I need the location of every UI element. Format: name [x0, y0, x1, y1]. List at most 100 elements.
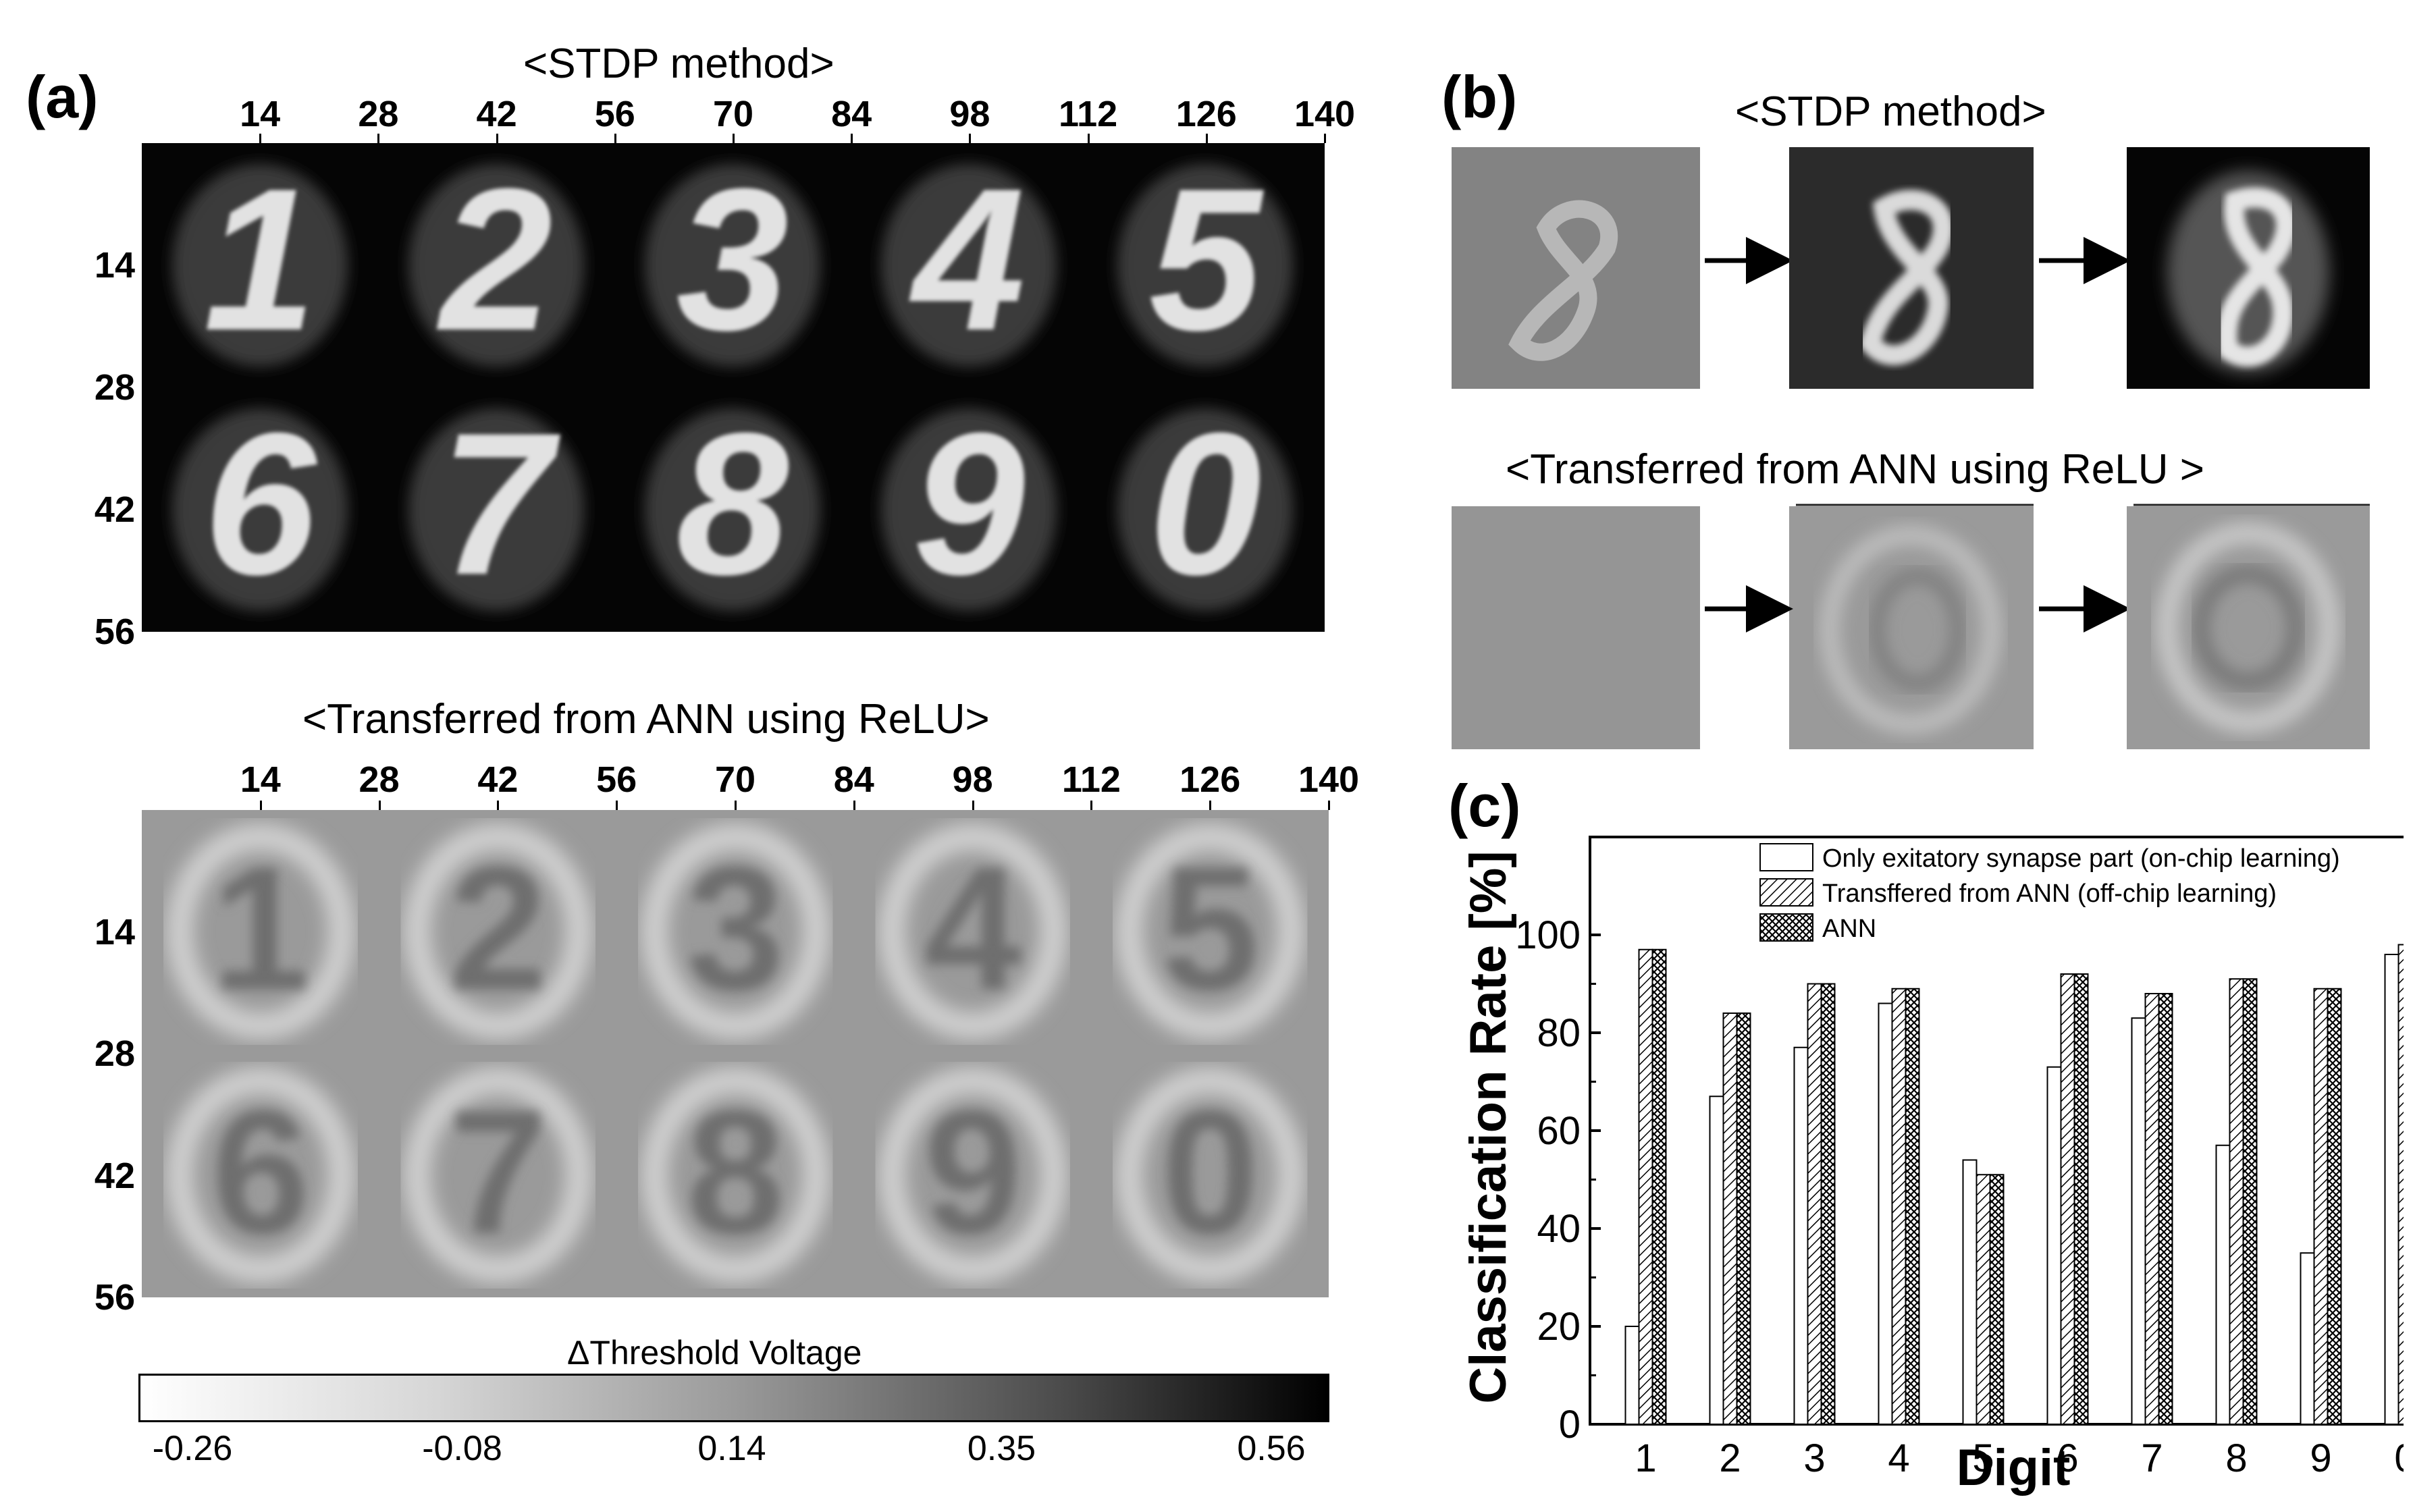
bar-3-2 — [1736, 1013, 1751, 1425]
a-top-x-tick-14: 14 — [240, 94, 281, 134]
a-top-x-tick-84: 84 — [831, 94, 872, 134]
relu-digit-grid: 1 2 3 4 5 6 7 8 9 0 — [166, 824, 1305, 1283]
stdp-digit-halo — [408, 164, 584, 367]
bar-3-9 — [2327, 988, 2342, 1425]
stdp-digit-halo — [1117, 164, 1293, 367]
relu-digit-ring — [166, 1067, 355, 1283]
bar-2-3 — [1807, 983, 1822, 1425]
a-bot-x-tickmark — [497, 801, 500, 810]
a-bot-y-tick-56: 56 — [94, 1277, 135, 1318]
bar-2-1 — [1638, 948, 1653, 1425]
y-tick-label: 80 — [1537, 1011, 1581, 1055]
stdp-digit-6: 6 — [204, 390, 318, 617]
a-bot-x-tickmark — [616, 801, 618, 810]
colorbar-tick-3: 0.35 — [967, 1429, 1036, 1468]
stdp-digit-0: 0 — [1149, 390, 1262, 617]
bar-3-4 — [1905, 988, 1920, 1425]
bar-2-9 — [2313, 988, 2329, 1425]
relu-digit-0: 0 — [1161, 1075, 1259, 1270]
relu-digit-1: 1 — [212, 831, 310, 1027]
a-bot-x-tick-42: 42 — [477, 759, 519, 800]
stdp-digit-halo — [408, 408, 584, 611]
x-tick-label: 4 — [1888, 1436, 1909, 1480]
stdp-digit-halo — [172, 408, 348, 611]
x-tick-label: 8 — [2225, 1436, 2247, 1480]
a-bot-x-tick-84: 84 — [833, 759, 874, 800]
stdp-digit-halo — [645, 164, 820, 367]
a-bot-x-tick-126: 126 — [1179, 759, 1241, 800]
colorbar-tick-4: 0.56 — [1237, 1429, 1306, 1468]
colorbar — [138, 1374, 1329, 1422]
bar-1-5 — [1962, 1159, 1978, 1425]
relu-digit-4: 4 — [924, 831, 1022, 1027]
stdp-digit-3: 3 — [677, 146, 789, 373]
panel-c-label: (c) — [1448, 772, 1521, 839]
bar-chart: 0 20 40 60 80 100 1 2 3 4 5 6 7 8 9 0 Only exitatory sy… — [1460, 836, 2404, 1496]
stdp-digit-halo — [172, 164, 348, 367]
x-tick-label: 2 — [1719, 1436, 1741, 1480]
stdp-digit-2: 2 — [437, 146, 553, 373]
a-bot-x-tickmark — [1090, 801, 1093, 810]
a-bot-x-tickmark — [259, 801, 262, 810]
bar-2-7 — [2144, 993, 2160, 1425]
bar-3-6 — [2073, 973, 2089, 1425]
stdp-stage-1-digit — [1508, 200, 1618, 361]
legend-label-3: ANN — [1822, 915, 1876, 943]
relu-digit-5: 5 — [1161, 831, 1259, 1027]
relu-digit-ring — [878, 824, 1067, 1040]
panel-b-bottom-title: <Transferred from ANN using ReLU > — [1506, 446, 2204, 493]
a-top-x-tickmark — [1324, 134, 1326, 143]
bar-1-1 — [1624, 1326, 1640, 1425]
bar-3-3 — [1820, 983, 1836, 1425]
a-top-y-tick-28: 28 — [94, 367, 135, 408]
a-bot-x-tick-112: 112 — [1061, 759, 1121, 800]
x-axis-label: Digit — [1957, 1439, 2071, 1496]
a-top-x-tick-140: 140 — [1294, 94, 1356, 134]
a-top-x-tickmark — [851, 134, 853, 143]
x-tick-label: 7 — [2141, 1436, 2163, 1480]
bar-3-7 — [2158, 993, 2173, 1425]
colorbar-tick-2: 0.14 — [697, 1429, 766, 1468]
a-bot-x-tick-140: 140 — [1298, 759, 1360, 800]
a-bot-x-tick-56: 56 — [596, 759, 637, 800]
x-tick-label: 5 — [1972, 1436, 1994, 1480]
y-axis-label: Classification Rate [%] — [1460, 850, 1517, 1403]
a-top-y-tick-42: 42 — [94, 489, 135, 530]
a-top-x-tickmark — [1087, 134, 1090, 143]
a-top-x-tick-126: 126 — [1175, 94, 1237, 134]
panel-b-top-title: <STDP method> — [1735, 88, 2046, 135]
bar-2-2 — [1722, 1013, 1738, 1425]
a-top-y-tick-56: 56 — [94, 612, 135, 652]
x-tick-label: 3 — [1803, 1436, 1825, 1480]
a-bot-x-tickmark — [853, 801, 855, 810]
y-tick-label: 0 — [1559, 1403, 1581, 1447]
a-bot-y-tick-14: 14 — [94, 911, 135, 952]
a-top-x-tick-56: 56 — [594, 94, 635, 134]
bar-2-5 — [1976, 1174, 1991, 1425]
x-tick-label: 1 — [1635, 1436, 1656, 1480]
relu-digit-7: 7 — [449, 1075, 547, 1270]
y-tick-label: 60 — [1537, 1109, 1581, 1153]
relu-digit-2: 2 — [449, 831, 547, 1027]
stdp-digit-7: 7 — [440, 390, 564, 617]
a-bot-x-tick-70: 70 — [714, 759, 756, 800]
a-top-x-tickmark — [259, 134, 262, 143]
a-bot-x-tick-98: 98 — [952, 759, 993, 800]
bar-1-0 — [2384, 954, 2399, 1425]
a-top-x-tickmark — [733, 134, 735, 143]
stdp-digit-halo — [881, 164, 1057, 367]
relu-digit-ring — [641, 1067, 830, 1283]
a-bot-x-tickmark — [1328, 801, 1330, 810]
y-tick-label: 100 — [1515, 913, 1581, 957]
a-top-x-tick-98: 98 — [949, 94, 990, 134]
a-top-x-tickmark — [1205, 134, 1208, 143]
a-top-x-tickmark — [377, 134, 380, 143]
bar-2-6 — [2060, 973, 2075, 1425]
a-top-x-tick-28: 28 — [358, 94, 399, 134]
a-top-x-tickmark — [496, 134, 498, 143]
a-bot-x-tickmark — [1209, 801, 1212, 810]
legend-swatch-1 — [1759, 843, 1813, 871]
stdp-digit-4: 4 — [906, 146, 1025, 373]
